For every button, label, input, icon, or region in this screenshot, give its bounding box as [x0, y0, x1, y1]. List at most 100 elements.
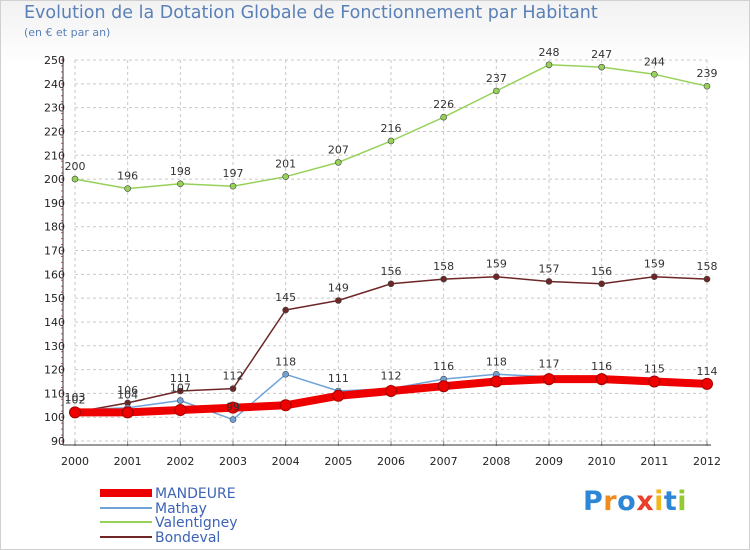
data-point-valentigney: [387, 137, 395, 145]
data-point-bondeval: [177, 387, 184, 395]
x-tick-label: 2010: [588, 455, 616, 468]
logo-letter: t: [663, 486, 678, 517]
data-label-mathay: 116: [591, 360, 612, 373]
x-tick-label: 2005: [324, 455, 352, 468]
data-point-valentigney: [703, 82, 711, 90]
data-point-bondeval: [545, 278, 553, 285]
logo-letter: r: [603, 486, 618, 517]
data-label-mathay: 103: [65, 391, 86, 404]
data-label-bondeval: 102: [65, 393, 86, 406]
data-label-mathay: 117: [539, 358, 560, 371]
data-label-valentigney: 216: [381, 122, 402, 135]
y-tick-label: 200: [44, 173, 65, 186]
data-point-bondeval: [493, 273, 500, 280]
legend-label-mathay: Mathay: [155, 501, 207, 517]
data-label-mathay: 116: [433, 360, 454, 373]
y-tick-label: 210: [44, 149, 65, 162]
logo-letter: P: [583, 486, 604, 517]
data-point-mathay: [177, 397, 184, 404]
data-label-mathay: 104: [117, 389, 138, 402]
legend-label-valentigney: Valentigney: [155, 515, 237, 531]
data-point-mandeure: [332, 389, 345, 402]
data-point-valentigney: [71, 175, 79, 183]
x-tick-label: 2006: [377, 455, 405, 468]
data-label-bondeval: 112: [223, 370, 244, 383]
data-point-mandeure: [227, 401, 239, 414]
data-point-bondeval: [387, 280, 395, 288]
x-tick-label: 2003: [219, 455, 247, 468]
data-point-mandeure: [69, 406, 81, 419]
data-point-bondeval: [282, 306, 289, 314]
data-label-valentigney: 248: [539, 46, 560, 59]
data-label-bondeval: 111: [170, 372, 191, 385]
x-tick-label: 2011: [640, 455, 668, 468]
data-point-mandeure: [121, 406, 134, 419]
y-tick-label: 160: [44, 268, 65, 281]
y-tick-label: 100: [44, 411, 65, 424]
y-tick-label: 110: [44, 387, 65, 400]
x-tick-label: 2001: [114, 455, 142, 468]
x-tick-label: 2002: [166, 455, 194, 468]
data-point-bondeval: [651, 273, 658, 280]
data-point-valentigney: [124, 185, 131, 192]
data-label-valentigney: 244: [644, 55, 665, 68]
data-point-valentigney: [651, 70, 658, 78]
proxiti-logo: Proxiti: [583, 486, 687, 517]
data-label-valentigney: 226: [433, 98, 454, 111]
y-tick-label: 140: [44, 316, 65, 329]
x-tick-label: 2007: [430, 455, 458, 468]
data-point-bondeval: [335, 297, 342, 304]
data-point-mathay: [229, 416, 237, 423]
data-point-bondeval: [440, 275, 447, 283]
data-label-mathay: 115: [644, 362, 665, 375]
y-tick-label: 240: [44, 78, 65, 91]
x-tick-label: 2009: [535, 455, 563, 468]
data-point-mandeure: [437, 380, 450, 393]
data-point-bondeval: [598, 280, 605, 288]
data-label-valentigney: 197: [223, 167, 244, 180]
data-point-mandeure: [595, 373, 608, 386]
data-point-bondeval: [703, 275, 711, 283]
data-label-bondeval: 157: [539, 262, 560, 275]
data-label-bondeval: 159: [644, 258, 665, 271]
x-tick-label: 2004: [272, 455, 300, 468]
data-label-valentigney: 196: [117, 170, 138, 183]
y-tick-label: 220: [44, 125, 65, 138]
data-point-mandeure: [490, 375, 503, 388]
data-label-valentigney: 201: [275, 158, 296, 171]
logo-letter: i: [677, 486, 688, 517]
data-point-mandeure: [385, 384, 397, 397]
y-tick-label: 90: [51, 435, 65, 448]
data-point-mandeure: [174, 404, 187, 417]
data-point-valentigney: [493, 87, 500, 95]
data-label-mathay: 99: [226, 401, 240, 414]
y-tick-label: 150: [44, 292, 65, 305]
legend-label-mandeure: MANDEURE: [155, 486, 236, 502]
data-label-bondeval: 149: [328, 282, 349, 295]
data-label-bondeval: 156: [591, 265, 612, 278]
x-tick-label: 2008: [482, 455, 510, 468]
data-point-valentigney: [335, 159, 342, 166]
data-labels: 200 196 198 197 201 207 216 226 237 248 247 244 239 1…: [65, 46, 718, 414]
data-label-bondeval: 145: [275, 291, 296, 304]
data-label-valentigney: 207: [328, 143, 349, 156]
x-tick-label: 2012: [693, 455, 721, 468]
data-label-bondeval: 106: [117, 384, 138, 397]
data-label-mathay: 114: [697, 365, 718, 378]
legend-label-bondeval: Bondeval: [155, 530, 220, 546]
data-point-bondeval: [229, 385, 237, 392]
chart-subtitle: (en € et par an): [24, 26, 111, 39]
data-point-valentigney: [598, 63, 605, 71]
data-point-mandeure: [279, 399, 292, 412]
data-point-valentigney: [177, 180, 184, 188]
data-label-bondeval: 158: [697, 260, 718, 273]
y-tick-label: 130: [44, 340, 65, 353]
data-label-mathay: 118: [486, 355, 507, 368]
data-point-mathay: [282, 371, 289, 378]
y-tick-label: 190: [44, 197, 65, 210]
y-tick-label: 230: [44, 102, 65, 115]
logo-letter: x: [636, 486, 655, 517]
